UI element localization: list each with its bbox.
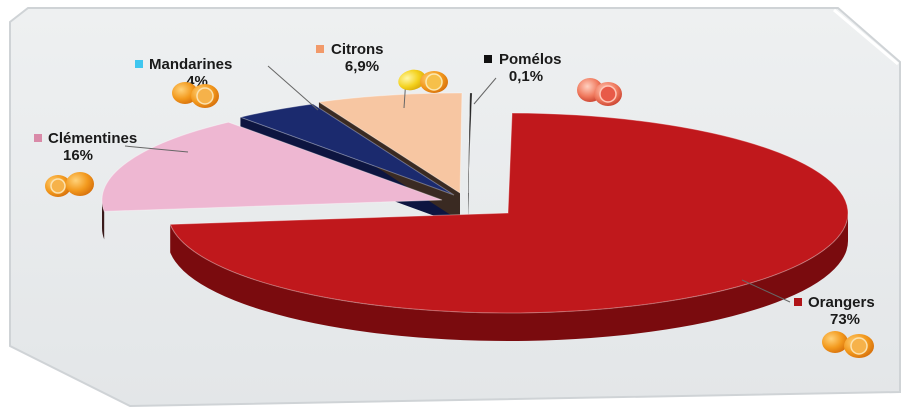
legend-marker-orangers — [794, 298, 802, 306]
panel-border-highlight — [833, 8, 899, 66]
pie-slice-orangers — [169, 112, 849, 314]
leader-lines — [124, 65, 791, 303]
legend-marker-pomelos — [484, 55, 492, 63]
label-name-pomelos: Pomélos — [499, 51, 562, 68]
label-pct-clementines: 16% — [63, 147, 93, 164]
pie-side-clementines — [102, 200, 105, 240]
label-orangers: Orangers 73% — [794, 294, 875, 328]
label-name-citrons: Citrons — [331, 41, 384, 58]
label-name-clementines: Clémentines — [48, 130, 137, 147]
legend-marker-clementines — [34, 134, 42, 142]
legend-marker-citrons — [316, 45, 324, 53]
label-name-orangers: Orangers — [808, 294, 875, 311]
legend-marker-mandarines — [135, 60, 143, 68]
leader-line-orangers — [741, 279, 791, 303]
label-pomelos: Pomélos 0,1% — [484, 51, 562, 85]
orange-fruit-icon — [822, 331, 874, 358]
pie-slice-mandarines — [238, 103, 455, 196]
pie-slice-pomelos — [467, 92, 473, 194]
leader-line-pomelos — [473, 77, 497, 105]
label-clementines: Clémentines 16% — [34, 130, 137, 164]
pie-slice-clementines — [101, 121, 443, 212]
orange-fruit-icon — [172, 82, 219, 108]
orange-fruit-icon — [45, 172, 94, 197]
label-name-mandarines: Mandarines — [149, 56, 232, 73]
label-citrons: Citrons 6,9% — [316, 41, 384, 75]
pie-side-orangers — [170, 213, 848, 342]
label-pct-orangers: 73% — [830, 311, 860, 328]
pie-slice-citrons — [317, 92, 463, 194]
label-pct-citrons: 6,9% — [345, 58, 379, 75]
leader-line-clementines — [124, 145, 189, 153]
pie-slices — [101, 92, 849, 314]
label-pct-pomelos: 0,1% — [509, 68, 543, 85]
leader-line-mandarines — [267, 65, 319, 111]
lemon-fruit-icon — [398, 69, 448, 93]
grapefruit-fruit-icon — [577, 78, 622, 106]
